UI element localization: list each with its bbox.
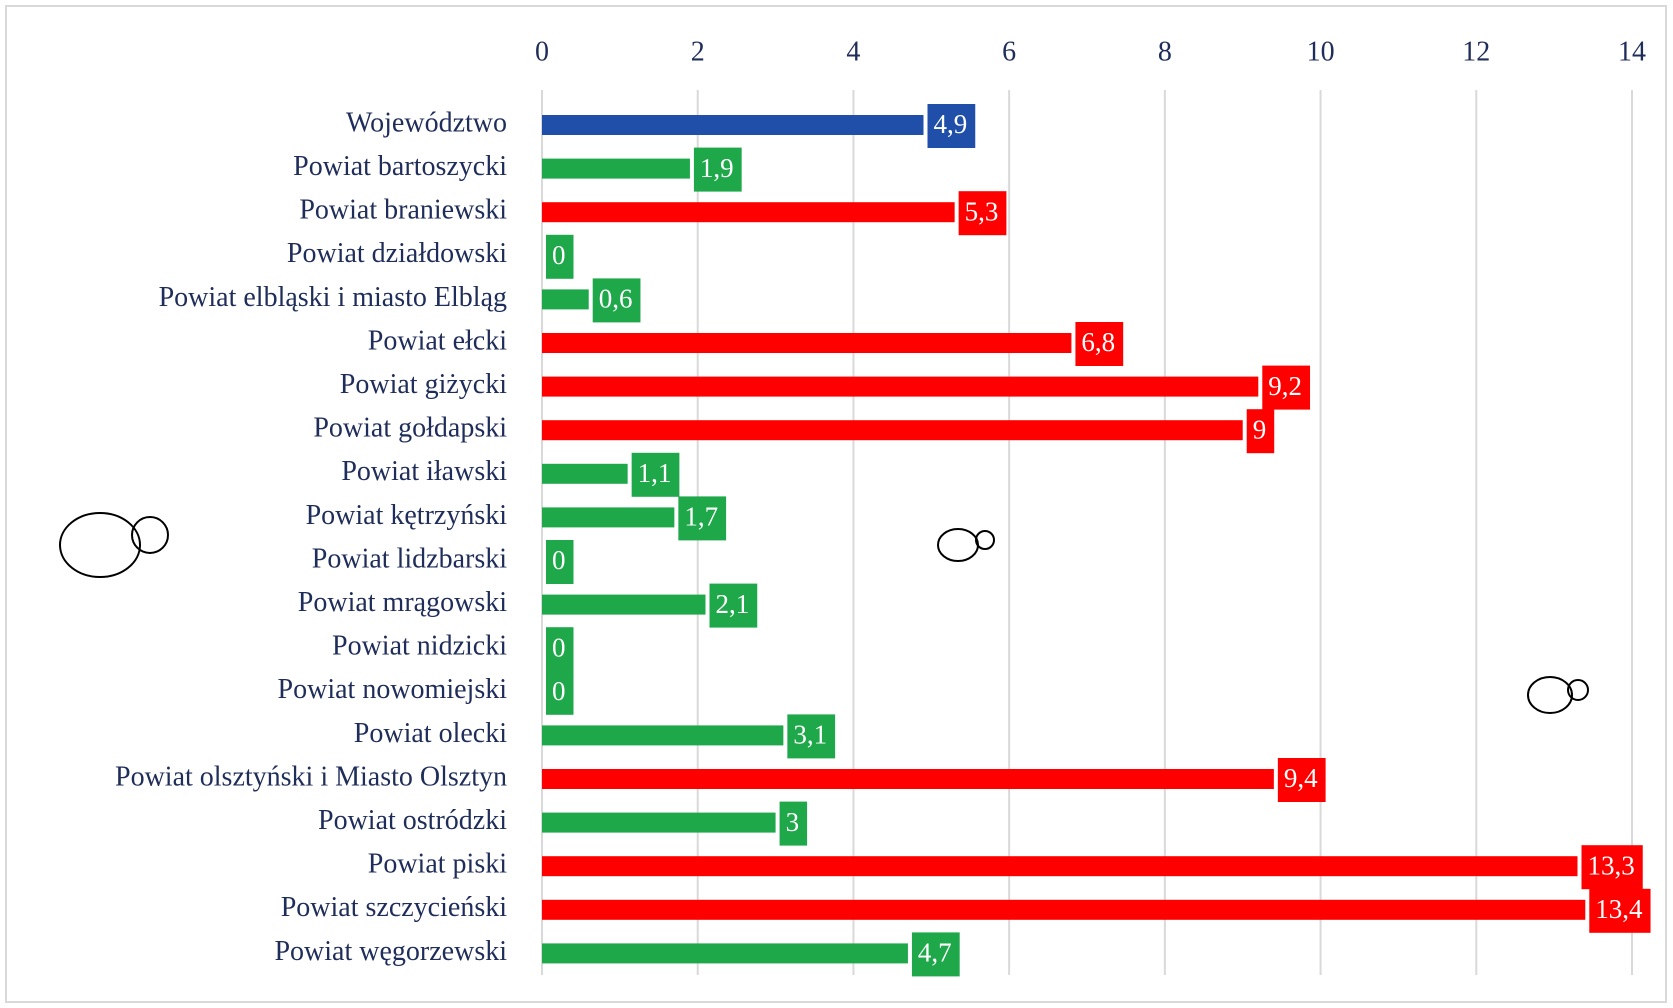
x-tick-label: 14 <box>1618 36 1646 67</box>
bar <box>542 943 908 963</box>
bar <box>542 115 924 135</box>
x-tick-label: 12 <box>1462 36 1490 67</box>
bar <box>542 595 706 615</box>
value-label: 9,4 <box>1284 763 1318 793</box>
value-label: 2,1 <box>716 589 750 619</box>
bar <box>542 159 690 179</box>
x-tick-label: 8 <box>1158 36 1172 67</box>
x-tick-label: 4 <box>846 36 860 67</box>
y-tick-label: Powiat nowomiejski <box>278 674 508 705</box>
y-tick-label: Powiat olsztyński i Miasto Olsztyn <box>115 761 507 792</box>
y-tick-label: Powiat iławski <box>341 456 507 487</box>
y-tick-label: Powiat nidzicki <box>332 631 507 662</box>
bar <box>542 900 1585 920</box>
y-tick-label: Powiat działdowski <box>287 238 507 269</box>
value-label: 1,9 <box>700 153 734 183</box>
value-label: 9 <box>1253 414 1267 444</box>
value-label: 3 <box>786 807 800 837</box>
y-tick-label: Powiat giżycki <box>340 369 507 400</box>
value-label: 0 <box>552 545 566 575</box>
value-label: 0 <box>552 632 566 662</box>
x-tick-label: 10 <box>1307 36 1335 67</box>
bar <box>542 289 589 309</box>
y-tick-label: Powiat olecki <box>354 718 507 749</box>
chart-border <box>6 6 1666 1002</box>
value-label: 1,7 <box>684 502 718 532</box>
bar <box>542 507 674 527</box>
value-label: 0 <box>552 240 566 270</box>
y-tick-label: Powiat ełcki <box>368 325 507 356</box>
value-label: 0,6 <box>599 284 633 314</box>
value-label: 13,3 <box>1588 850 1635 880</box>
bar <box>542 420 1243 440</box>
value-label: 5,3 <box>965 196 999 226</box>
bar <box>542 769 1274 789</box>
bar <box>542 202 955 222</box>
value-label: 6,8 <box>1081 327 1115 357</box>
bar <box>542 813 776 833</box>
bar <box>542 725 783 745</box>
value-label: 9,2 <box>1268 371 1302 401</box>
y-tick-label: Powiat kętrzyński <box>306 500 508 531</box>
y-tick-label: Powiat węgorzewski <box>274 936 507 967</box>
y-tick-label: Powiat ostródzki <box>318 805 507 836</box>
x-tick-label: 6 <box>1002 36 1016 67</box>
y-tick-label: Powiat elbląski i miasto Elbląg <box>159 282 507 313</box>
bar <box>542 464 628 484</box>
bar <box>542 377 1258 397</box>
x-tick-label: 2 <box>691 36 705 67</box>
y-tick-label: Powiat gołdapski <box>313 413 507 444</box>
value-label: 0 <box>552 676 566 706</box>
page: 0 2 4 6 8 10 12 14 Województwo 4,9 Powiat bartoszy… <box>0 0 1673 1008</box>
value-label: 4,7 <box>918 938 952 968</box>
y-tick-label: Województwo <box>346 107 507 138</box>
value-label: 13,4 <box>1595 894 1643 924</box>
x-tick-label: 0 <box>535 36 549 67</box>
y-tick-label: Powiat mrągowski <box>298 587 507 618</box>
value-label: 4,9 <box>934 109 968 139</box>
y-tick-label: Powiat lidzbarski <box>312 543 507 574</box>
y-tick-label: Powiat piski <box>368 849 507 880</box>
y-tick-label: Powiat bartoszycki <box>293 151 507 182</box>
value-label: 3,1 <box>793 720 827 750</box>
y-tick-label: Powiat szczycieński <box>281 892 507 923</box>
bar <box>542 333 1071 353</box>
y-tick-label: Powiat braniewski <box>299 195 507 226</box>
value-label: 1,1 <box>638 458 672 488</box>
chart: 0 2 4 6 8 10 12 14 Województwo 4,9 Powiat bartoszy… <box>0 0 1673 1008</box>
bar <box>542 856 1578 876</box>
